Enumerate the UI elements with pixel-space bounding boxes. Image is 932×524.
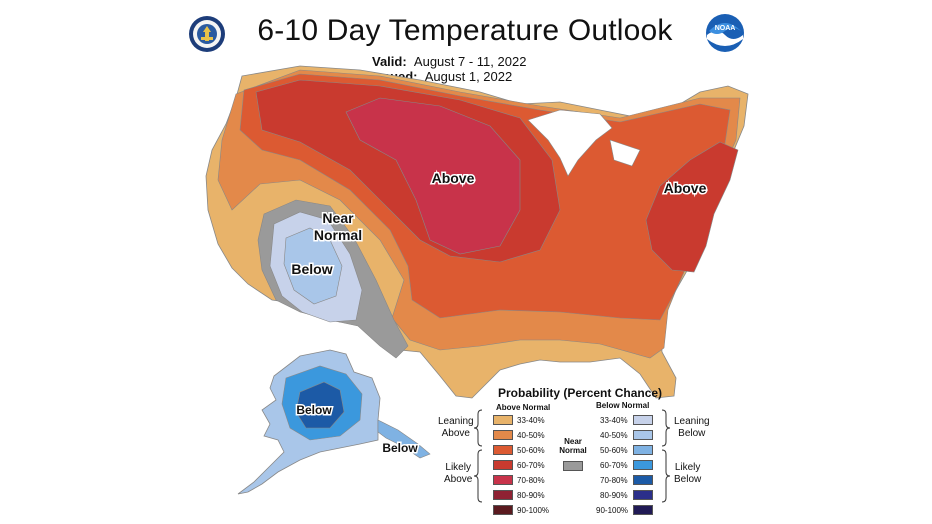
legend-leaning-below-line1: Leaning [674,416,710,427]
legend-below-swatch-3 [633,460,653,470]
legend-near-header-line2: Normal [559,446,587,455]
legend-above-label-3: 60-70% [517,461,545,470]
alaska-panhandle [377,419,431,459]
zone-below-70-80-alaska [295,381,345,429]
label-below-panhandle: Below [382,441,418,455]
legend-below-swatch-5 [633,490,653,500]
valid-line: Valid: August 7 - 11, 2022 [372,54,526,69]
legend-above-swatch-5 [493,490,513,500]
legend-likely-above-line1: Likely [445,462,471,473]
label-above-central: Above [432,170,475,186]
legend-above-label-4: 70-80% [517,476,545,485]
valid-value: August 7 - 11, 2022 [413,54,527,69]
legend-likely-above-line2: Above [444,474,473,485]
great-lakes [527,109,641,177]
issued-value: August 1, 2022 [424,69,513,84]
legend-near-normal-header: Near Normal [559,437,587,455]
legend-near-header-line1: Near [564,437,582,446]
legend-above-label-1: 40-50% [517,431,545,440]
legend-below-swatch-1 [633,430,653,440]
legend-leaning-above-line2: Above [441,428,470,439]
legend-below-label-1: 40-50% [600,431,628,440]
legend-below-label-2: 50-60% [600,446,628,455]
legend-likely-above: Likely Above [444,462,472,486]
legend-title: Probability (Percent Chance) [498,386,663,400]
legend-likely-below-line2: Below [674,474,702,485]
legend-above-label-2: 50-60% [517,446,545,455]
label-near-normal-line1: Near [322,210,354,226]
valid-label: Valid: [372,54,407,69]
legend-likely-below: Likely Below [674,462,701,486]
legend-above-label-5: 80-90% [517,491,545,500]
legend-above-swatch-3 [493,460,513,470]
legend-leaning-below-line2: Below [678,428,706,439]
legend-likely-below-line1: Likely [674,462,701,473]
legend-above-swatch-6 [493,505,513,515]
noaa-logo-icon: NOAA [705,13,745,58]
zone-above-60-70-east [645,141,739,273]
legend-above-swatch-1 [493,430,513,440]
legend-above-swatch-4 [493,475,513,485]
legend-above-header: Above Normal [496,403,551,412]
legend-above-swatch-2 [493,445,513,455]
legend-leaning-above-line1: Leaning [438,416,474,427]
brace-leaning-below [661,409,671,447]
legend-below-label-3: 60-70% [600,461,628,470]
legend-near-normal-swatch [563,461,583,471]
brace-likely-below [661,449,671,503]
legend-below-header: Below Normal [596,401,650,410]
commerce-seal-icon [188,15,226,58]
legend-above-label-6: 90-100% [517,506,550,515]
noaa-logo-text: NOAA [715,25,736,32]
zone-below-40-50-southwest [283,227,343,305]
label-below-alaska: Below [296,403,332,417]
label-above-east: Above [664,180,707,196]
label-near-normal-line2: Normal [314,227,362,243]
legend-below-swatch-6 [633,505,653,515]
legend-leaning-below: Leaning Below [674,416,710,440]
legend-below-label-6: 90-100% [596,506,629,515]
legend-leaning-above: Leaning Above [438,416,474,440]
legend-below-label-5: 80-90% [600,491,628,500]
legend-above-swatch-0 [493,415,513,425]
legend-below-label-4: 70-80% [600,476,628,485]
legend-below-swatch-0 [633,415,653,425]
legend-below-label-0: 33-40% [600,416,628,425]
legend-below-swatch-4 [633,475,653,485]
legend-below-swatch-2 [633,445,653,455]
zone-above-70-80-central [345,97,521,255]
brace-likely-above [473,449,483,503]
legend-above-label-0: 33-40% [517,416,545,425]
map-title: 6-10 Day Temperature Outlook [257,14,673,47]
label-below-southwest: Below [291,261,332,277]
brace-leaning-above [473,409,483,447]
